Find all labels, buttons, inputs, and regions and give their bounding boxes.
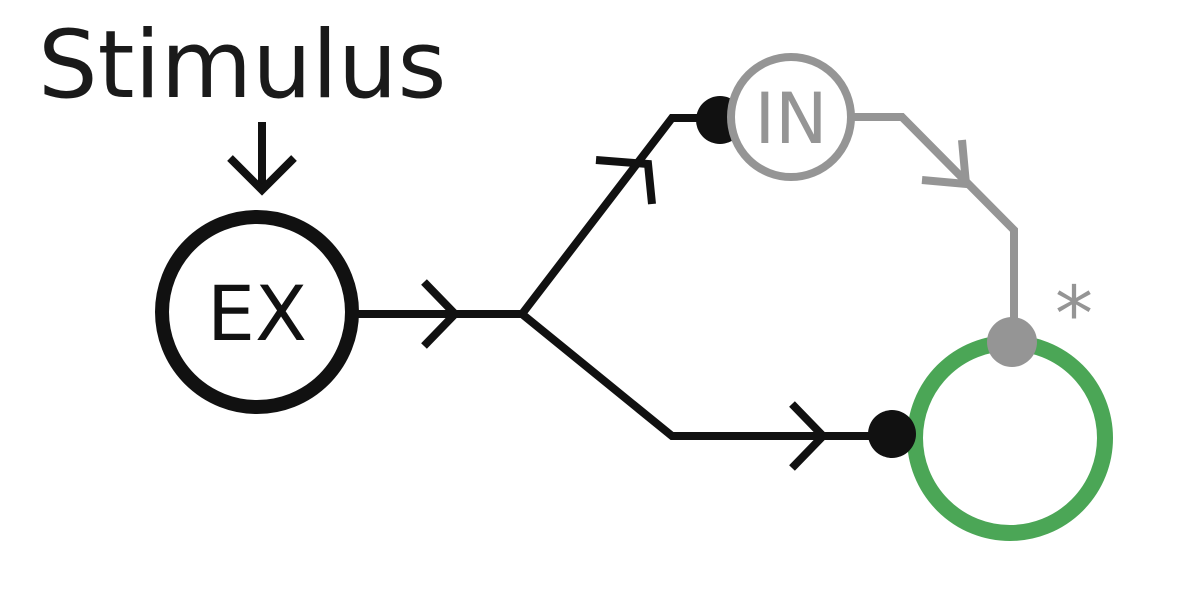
stimulus-label: Stimulus <box>38 11 446 120</box>
inhibitory-neuron: IN <box>727 53 855 181</box>
target-neuron <box>907 335 1113 541</box>
inhibitory-projection <box>851 113 1018 338</box>
asterisk-marker: * <box>1055 269 1093 358</box>
inhibitory-arrow-icon <box>921 139 971 189</box>
trunk-arrow-icon <box>421 279 461 349</box>
excitatory-neuron: EX <box>155 210 359 414</box>
lower-branch-arrow-icon <box>789 401 829 471</box>
upper-branch-arrow-icon <box>595 156 656 205</box>
excitatory-label: EX <box>207 269 307 358</box>
synapse-excitatory-to-target <box>868 410 916 458</box>
stimulus-arrow-icon <box>227 122 297 196</box>
synapse-inhibitory-to-target <box>987 317 1037 367</box>
inhibitory-label: IN <box>754 78 827 160</box>
